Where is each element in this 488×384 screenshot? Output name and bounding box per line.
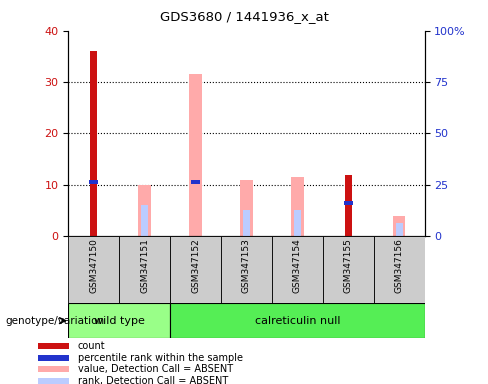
Text: GSM347152: GSM347152 xyxy=(191,238,200,293)
Bar xyxy=(243,210,250,236)
Bar xyxy=(170,303,425,338)
Bar xyxy=(323,236,374,303)
Text: GSM347151: GSM347151 xyxy=(140,238,149,293)
Bar xyxy=(272,236,323,303)
Text: rank, Detection Call = ABSENT: rank, Detection Call = ABSENT xyxy=(78,376,228,384)
Bar xyxy=(344,201,353,205)
Bar xyxy=(374,236,425,303)
Bar xyxy=(119,236,170,303)
Text: GDS3680 / 1441936_x_at: GDS3680 / 1441936_x_at xyxy=(160,10,328,23)
Bar xyxy=(138,185,151,236)
Text: GSM347156: GSM347156 xyxy=(395,238,404,293)
Text: GSM347150: GSM347150 xyxy=(89,238,98,293)
Bar xyxy=(38,343,69,349)
Bar xyxy=(89,180,99,184)
Bar xyxy=(170,236,221,303)
Text: GSM347155: GSM347155 xyxy=(344,238,353,293)
Bar xyxy=(191,180,200,184)
Bar xyxy=(291,177,304,236)
Bar xyxy=(38,378,69,384)
Bar xyxy=(141,205,148,236)
Text: GSM347154: GSM347154 xyxy=(293,238,302,293)
Text: count: count xyxy=(78,341,105,351)
Bar xyxy=(68,303,170,338)
Bar xyxy=(393,216,406,236)
Text: calreticulin null: calreticulin null xyxy=(255,316,340,326)
Bar xyxy=(90,51,97,236)
Bar xyxy=(345,174,352,236)
Text: genotype/variation: genotype/variation xyxy=(5,316,104,326)
Bar xyxy=(294,210,301,236)
Text: percentile rank within the sample: percentile rank within the sample xyxy=(78,353,243,363)
Bar xyxy=(240,180,253,236)
Bar xyxy=(221,236,272,303)
Bar xyxy=(396,223,403,236)
Bar xyxy=(38,355,69,361)
Text: GSM347153: GSM347153 xyxy=(242,238,251,293)
Text: value, Detection Call = ABSENT: value, Detection Call = ABSENT xyxy=(78,364,233,374)
Bar xyxy=(38,366,69,372)
Text: wild type: wild type xyxy=(94,316,144,326)
Bar xyxy=(189,74,202,236)
Bar xyxy=(68,236,119,303)
